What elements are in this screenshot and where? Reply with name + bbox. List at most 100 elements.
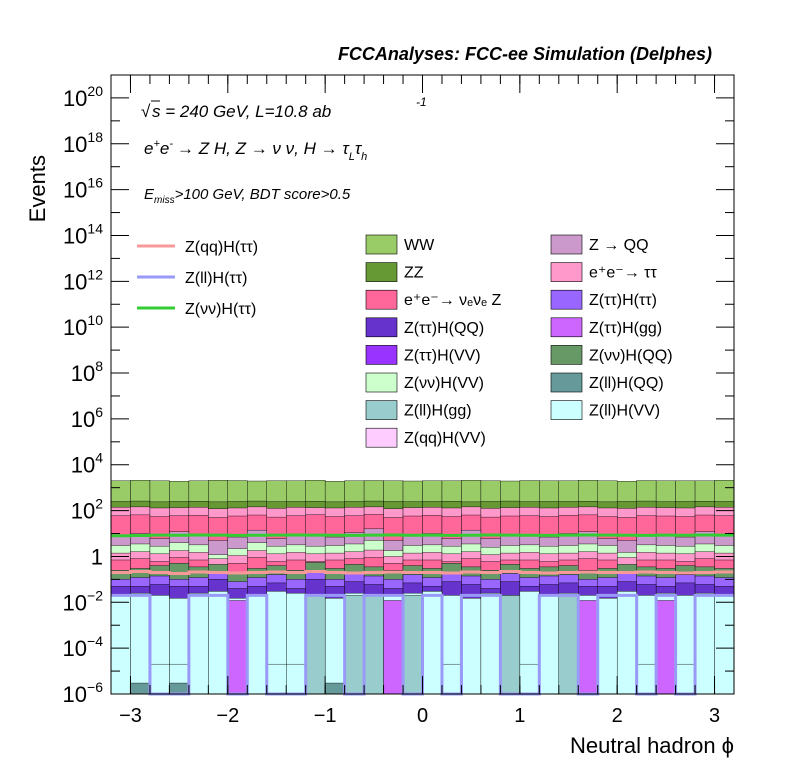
legend-fill-swatch: [365, 317, 398, 338]
ztautau-hgg-bar: [383, 600, 404, 695]
zll-hgg-bar: [500, 595, 521, 695]
series-line: [111, 570, 734, 576]
legend-fill-swatch: [365, 289, 398, 310]
y-tick-label: 10−6: [63, 679, 104, 707]
zll-hvv-bar: [539, 595, 559, 695]
y-tick-label: 1016: [63, 175, 103, 203]
legend-fill-swatch: [365, 345, 398, 365]
process-tau: τ: [355, 139, 363, 158]
zll-hgg-bar: [402, 595, 423, 695]
zll-hvv-bar: [519, 663, 540, 695]
ztautau-hgg-bar: [655, 600, 676, 695]
ztautau-hgg-bar: [227, 600, 248, 695]
legend-fill-swatch: [550, 345, 583, 365]
y-tick-label: 106: [71, 404, 103, 432]
y-tick-label: 104: [71, 450, 103, 478]
cut-e: E: [144, 186, 155, 203]
legend-fill-label: Z(ll)H(VV): [589, 403, 660, 420]
y-tick-label: 102: [71, 496, 103, 524]
legend-fill-swatch: [550, 289, 583, 310]
lumi-exponent: -1: [416, 95, 427, 109]
zll-hvv-bar: [480, 592, 501, 695]
zll-hqq-bar: [169, 682, 190, 695]
legend-fill-label: Z → QQ: [589, 237, 649, 254]
zll-hvv-bar: [422, 591, 443, 695]
y-tick-label: 1014: [63, 220, 103, 248]
y-tick-label: 108: [71, 358, 103, 386]
legend-fill-swatch: [550, 234, 583, 255]
process-plus: +: [153, 138, 160, 150]
zll-hvv-bar: [149, 663, 170, 695]
zll-hvv-bar: [616, 591, 637, 695]
energy-label: s = 240 GeV, L=10.8 ab: [152, 102, 331, 121]
y-tick-label: 1: [91, 544, 103, 569]
chart-title: FCCAnalyses: FCC-ee Simulation (Delphes): [338, 44, 712, 64]
process-e1: e: [144, 139, 153, 158]
legend-fill-label: Z(ττ)H(gg): [589, 320, 662, 337]
legend-fill-label: WW: [404, 237, 435, 254]
legend-fill-swatch: [365, 234, 398, 255]
y-tick-label: 1012: [63, 266, 103, 294]
zll-hvv-bar: [441, 663, 462, 695]
x-tick-label: −3: [119, 705, 142, 727]
zll-hvv-bar: [266, 663, 287, 695]
zll-hvv-bar: [130, 592, 151, 695]
x-tick-label: 0: [417, 705, 428, 727]
process-sub-l: L: [349, 151, 355, 163]
series-line: [111, 533, 734, 538]
zll-hvv-bar: [208, 591, 229, 695]
sqrt-symbol: √: [141, 102, 151, 121]
zll-hqq-bar: [130, 682, 151, 695]
y-axis-label: Events: [25, 155, 50, 222]
process-main: → Z H, Z → ν ν, H → τ: [177, 139, 350, 158]
legend-fill-swatch: [550, 400, 583, 420]
legend-fill-label: Z(ll)H(gg): [404, 403, 472, 420]
zll-hqq-bar: [324, 682, 345, 695]
legend-fill-swatch: [550, 317, 583, 338]
legend-fill-label: e⁺e⁻→ νₑνₑ Z: [404, 292, 501, 309]
x-tick-label: 2: [612, 705, 623, 727]
zll-hvv-bar: [461, 598, 482, 695]
axis-ticks: −3 −2 −1 0 1 2 3 10−6 10−4 10−2 1 102 104 106 108 1010 1…: [63, 75, 735, 727]
zll-hvv-bar: [675, 663, 696, 695]
y-tick-label: 1010: [63, 312, 103, 340]
zll-hvv-bar: [324, 598, 345, 695]
process-sub-h: h: [361, 151, 367, 163]
zll-hvv-bar: [110, 595, 131, 695]
zll-hvv-bar: [188, 592, 209, 695]
process-minus: -: [169, 138, 173, 150]
zll-hvv-bar: [714, 595, 735, 695]
legend-fill-swatch: [550, 262, 583, 282]
zll-hvv-bar: [286, 663, 306, 695]
x-tick-label: −2: [216, 705, 239, 727]
zll-hgg-bar: [363, 595, 384, 695]
legend-line-label: Z(ll)H(ττ): [185, 270, 247, 287]
legend-line-label: Z(νν)H(ττ): [185, 301, 256, 318]
legend-fill-label: e⁺e⁻→ ττ: [589, 265, 657, 282]
legend-fill-swatch: [365, 400, 398, 420]
y-tick-label: 10−2: [63, 587, 104, 615]
legend-fill-swatch: [550, 372, 583, 393]
cut-sub: miss: [154, 195, 175, 206]
legend-fill-label: Z(ll)H(QQ): [589, 375, 664, 392]
zll-hgg-bar: [344, 595, 365, 695]
plot-content: [110, 480, 735, 696]
legend-fill-swatch: [365, 262, 398, 282]
series-line: [111, 593, 734, 696]
legend-line-label: Z(qq)H(ττ): [185, 239, 258, 256]
cut-text: >100 GeV, BDT score>0.5: [175, 186, 351, 203]
legend-fill-label: Z(νν)H(VV): [404, 375, 484, 392]
zll-hvv-bar: [694, 592, 715, 695]
zll-hvv-bar: [597, 598, 618, 695]
legend-fill-label: ZZ: [404, 265, 424, 282]
y-tick-label: 1020: [63, 83, 103, 111]
legend-fill-label: Z(qq)H(VV): [404, 430, 486, 447]
zll-hvv-bar: [636, 663, 657, 695]
x-tick-label: −1: [314, 705, 337, 727]
legend-fill-label: Z(νν)H(QQ): [589, 347, 673, 364]
cut-label: Emiss>100 GeV, BDT score>0.5: [144, 186, 351, 206]
legend-fill-swatch: [365, 372, 398, 393]
x-tick-label: 1: [514, 705, 525, 727]
zll-hgg-bar: [305, 595, 326, 695]
